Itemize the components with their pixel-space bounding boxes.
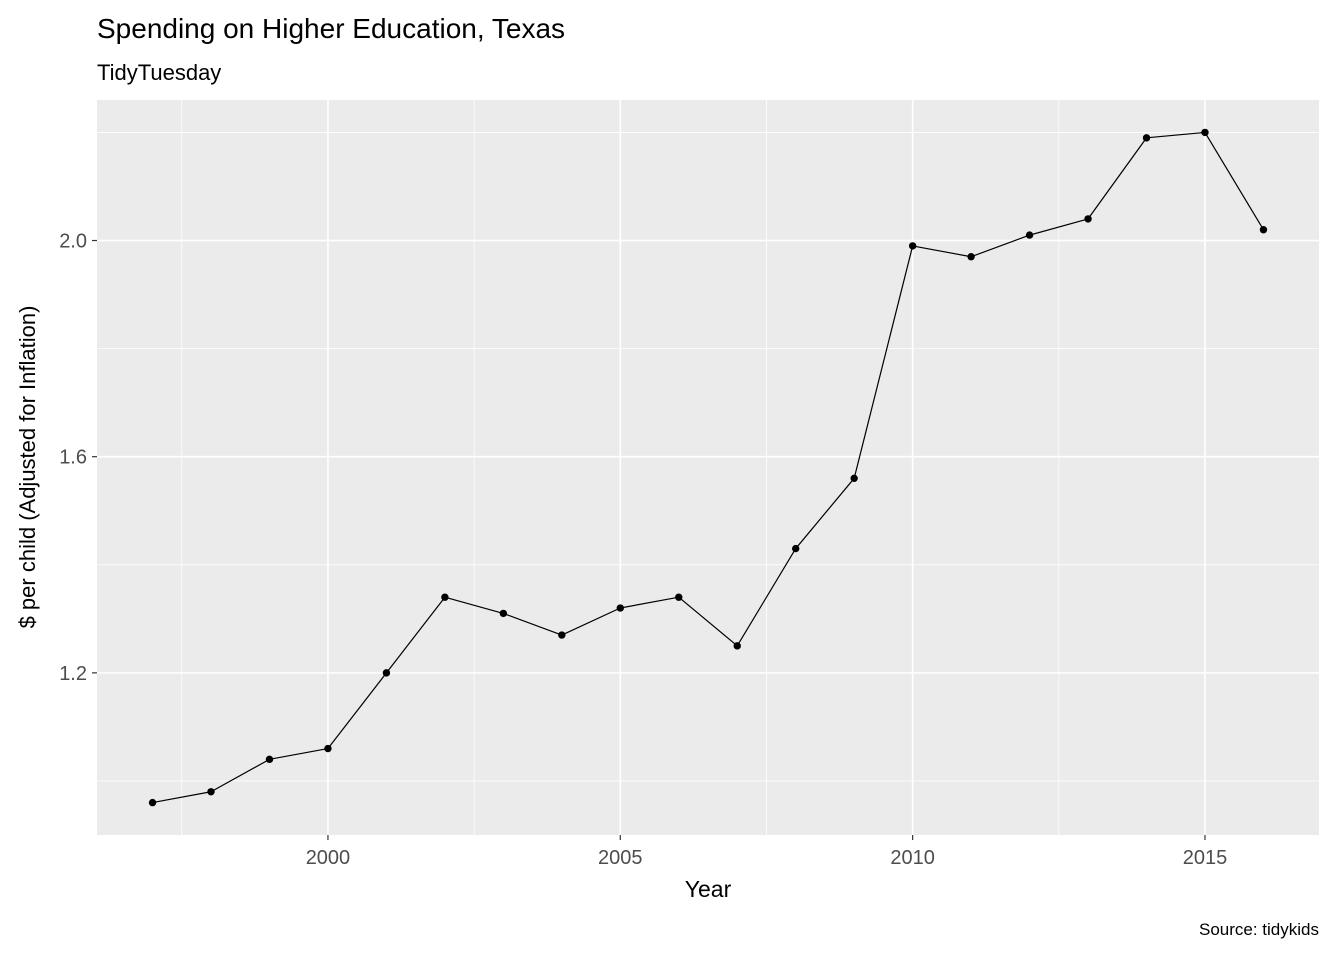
data-point (382, 669, 391, 677)
data-point (1259, 226, 1268, 234)
data-point (1084, 215, 1092, 223)
data-point (850, 474, 858, 483)
data-point (1025, 231, 1034, 239)
data-line (151, 131, 1265, 804)
x-axis-tick-label: 2005 (598, 847, 643, 869)
chart-title: Spending on Higher Education, Texas (97, 13, 566, 44)
data-point (967, 253, 975, 261)
data-point (616, 604, 624, 612)
y-axis-tick-label: 1.2 (59, 663, 87, 685)
x-axis-tick-label: 2010 (890, 847, 935, 869)
data-point (733, 642, 741, 650)
data-point (1142, 134, 1151, 142)
y-axis-title: $ per child (Adjusted for Inflation) (15, 305, 40, 629)
data-point (441, 593, 449, 601)
data-point (499, 609, 508, 618)
x-axis-title: Year (684, 876, 732, 902)
y-axis-tick-label: 2.0 (59, 231, 87, 253)
y-axis-tick-label: 1.6 (59, 447, 87, 469)
data-point (675, 593, 683, 601)
x-axis-tick-label: 2015 (1183, 847, 1228, 869)
x-axis-tick-label: 2000 (306, 847, 351, 869)
data-point (207, 788, 215, 796)
data-point (324, 744, 332, 753)
panel-background (97, 100, 1319, 835)
data-point (265, 755, 274, 764)
chart-caption: Source: tidykids (1199, 920, 1319, 939)
data-point (148, 798, 157, 807)
data-point (792, 544, 800, 553)
data-point (908, 242, 917, 250)
data-point (1201, 128, 1209, 137)
chart-subtitle: TidyTuesday (97, 60, 222, 85)
data-point (558, 631, 566, 639)
